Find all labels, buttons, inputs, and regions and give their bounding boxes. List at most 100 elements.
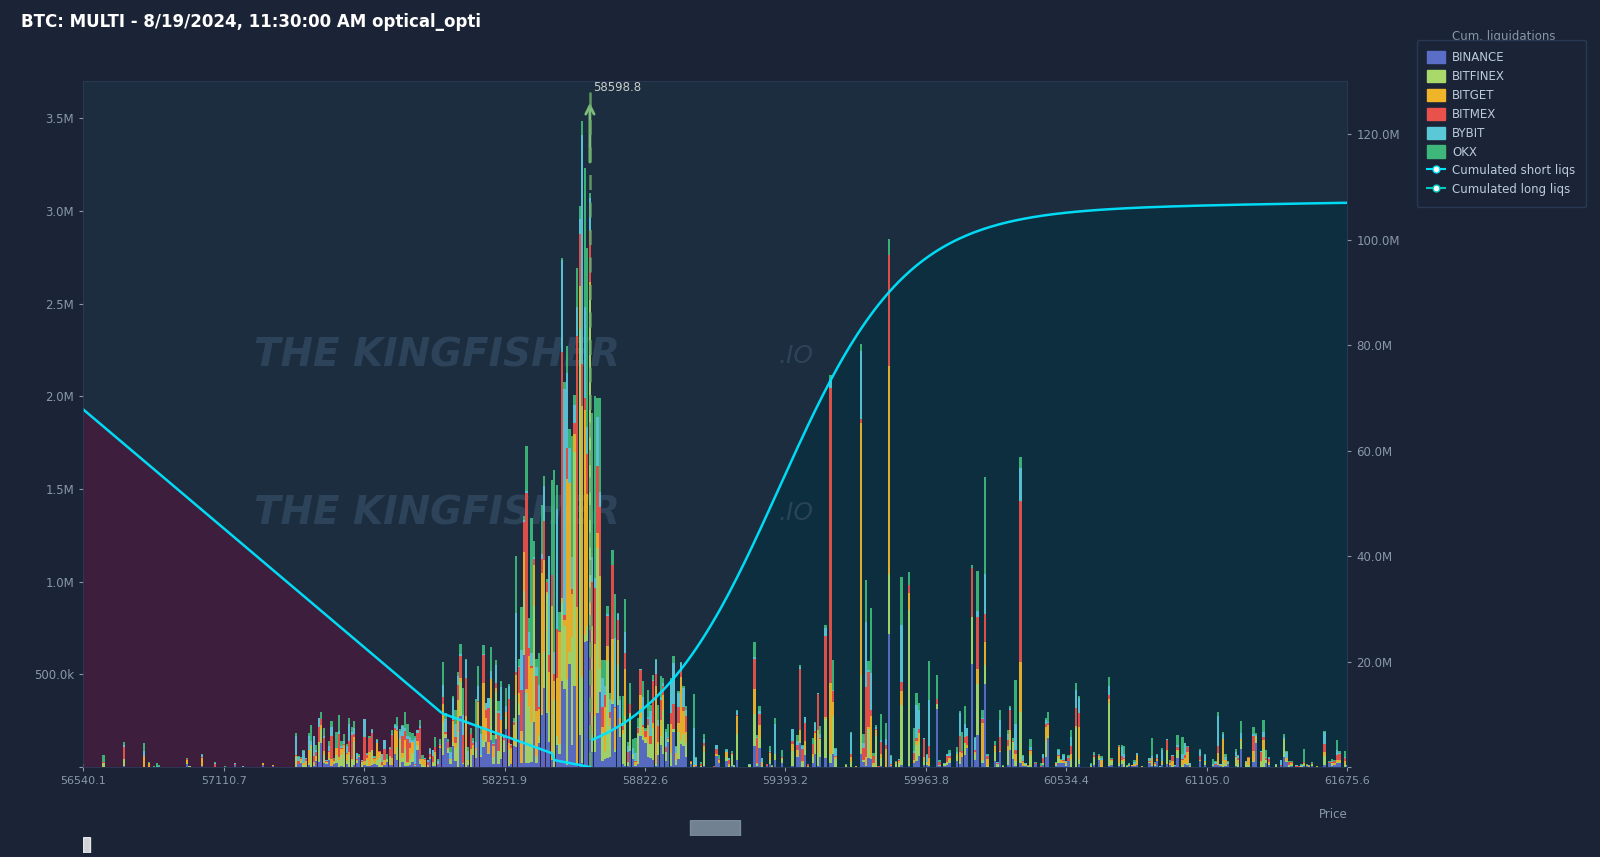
- Bar: [485, 734, 486, 741]
- Bar: [998, 752, 1002, 767]
- Bar: [480, 757, 482, 767]
- Bar: [536, 659, 538, 667]
- Bar: [859, 419, 862, 423]
- Bar: [1237, 764, 1240, 767]
- Bar: [354, 734, 355, 737]
- Bar: [867, 728, 869, 758]
- Bar: [406, 739, 408, 762]
- Bar: [981, 763, 984, 767]
- Bar: [592, 752, 594, 767]
- Bar: [642, 725, 645, 727]
- Bar: [1098, 758, 1101, 760]
- Bar: [429, 754, 432, 757]
- Bar: [158, 764, 160, 767]
- Bar: [1181, 737, 1184, 754]
- Bar: [589, 193, 590, 199]
- Bar: [632, 759, 634, 767]
- Bar: [728, 760, 730, 764]
- Bar: [976, 617, 979, 668]
- Bar: [82, 764, 85, 765]
- Bar: [402, 753, 403, 758]
- Bar: [955, 752, 958, 754]
- Bar: [462, 687, 464, 715]
- Bar: [451, 721, 454, 742]
- Bar: [541, 573, 542, 715]
- Bar: [667, 739, 669, 740]
- Bar: [437, 758, 438, 761]
- Bar: [1240, 749, 1242, 767]
- Bar: [398, 731, 402, 739]
- Bar: [502, 752, 506, 767]
- Bar: [1184, 755, 1186, 758]
- Bar: [1006, 730, 1010, 734]
- Bar: [379, 758, 381, 767]
- Bar: [1123, 758, 1125, 759]
- Bar: [520, 731, 523, 763]
- Bar: [414, 766, 416, 767]
- Bar: [984, 665, 986, 684]
- Bar: [811, 763, 814, 767]
- Bar: [1093, 755, 1094, 757]
- Bar: [507, 750, 510, 765]
- Bar: [798, 669, 802, 730]
- Bar: [653, 680, 654, 722]
- Bar: [1054, 762, 1058, 763]
- Bar: [1107, 677, 1110, 686]
- Bar: [1306, 766, 1307, 767]
- Bar: [368, 736, 371, 738]
- Bar: [1150, 764, 1154, 766]
- Bar: [525, 446, 528, 491]
- Bar: [579, 286, 581, 329]
- Bar: [1042, 758, 1045, 763]
- Bar: [976, 668, 979, 684]
- Bar: [525, 491, 528, 493]
- Bar: [984, 684, 986, 767]
- Bar: [410, 759, 411, 764]
- Bar: [632, 739, 634, 748]
- Bar: [506, 712, 507, 717]
- Bar: [1045, 724, 1046, 727]
- Bar: [640, 718, 642, 736]
- Bar: [592, 734, 594, 752]
- Bar: [1162, 748, 1163, 750]
- Bar: [531, 666, 533, 668]
- Bar: [1259, 761, 1262, 762]
- Bar: [859, 754, 862, 767]
- Bar: [749, 765, 750, 767]
- Bar: [1235, 756, 1237, 757]
- Bar: [563, 389, 566, 614]
- Bar: [363, 761, 365, 764]
- Bar: [558, 745, 560, 754]
- Bar: [773, 760, 776, 767]
- Bar: [1059, 762, 1062, 764]
- Bar: [1323, 756, 1325, 765]
- Bar: [670, 712, 672, 724]
- Bar: [602, 727, 603, 732]
- Bar: [781, 763, 784, 767]
- Bar: [718, 763, 720, 767]
- Bar: [832, 716, 834, 754]
- Bar: [1302, 763, 1306, 765]
- Bar: [634, 766, 637, 767]
- Bar: [646, 725, 650, 744]
- Bar: [958, 752, 960, 761]
- Bar: [682, 734, 685, 746]
- Bar: [330, 721, 333, 728]
- Bar: [307, 765, 310, 767]
- Bar: [914, 753, 915, 760]
- Bar: [555, 679, 558, 736]
- Bar: [642, 735, 645, 740]
- Bar: [627, 763, 629, 766]
- Bar: [976, 611, 979, 617]
- Bar: [802, 762, 803, 767]
- Bar: [1323, 733, 1325, 744]
- Bar: [554, 470, 555, 652]
- Bar: [1205, 765, 1206, 767]
- Bar: [432, 756, 434, 763]
- Bar: [766, 766, 768, 767]
- Bar: [485, 710, 486, 718]
- Bar: [798, 730, 802, 742]
- Bar: [1331, 759, 1333, 761]
- Bar: [946, 765, 949, 767]
- Bar: [1120, 745, 1123, 747]
